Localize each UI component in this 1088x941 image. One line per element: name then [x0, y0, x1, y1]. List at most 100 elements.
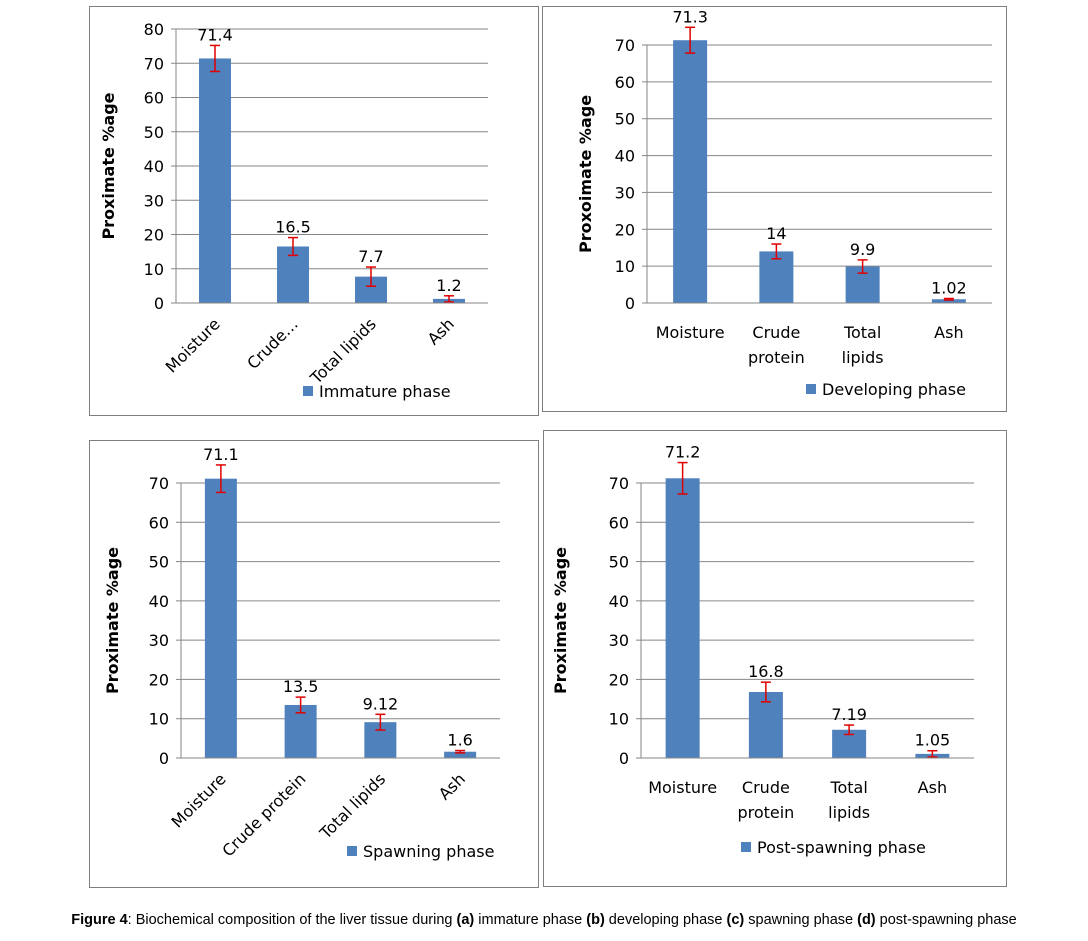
- data-label: 1.05: [915, 731, 951, 750]
- y-tick-label: 40: [609, 592, 629, 611]
- y-tick-label: 0: [159, 749, 169, 768]
- data-label: 71.1: [203, 445, 239, 464]
- legend-swatch: [806, 384, 816, 394]
- y-tick-label: 0: [619, 749, 629, 768]
- y-tick-label: 70: [144, 54, 164, 73]
- y-tick-label: 10: [149, 710, 169, 729]
- y-tick-label: 70: [149, 474, 169, 493]
- chart-svg-a: 0 10 20 30 40 50 60 70 80 Proximate %age 71.4 Moist…: [99, 20, 488, 401]
- caption-label-a: (a): [456, 912, 475, 928]
- category-label: Ash: [918, 778, 947, 797]
- y-tick-label: 20: [149, 670, 169, 689]
- category-label: Moisture: [648, 778, 717, 797]
- bar-1: [665, 478, 700, 758]
- legend-label: Immature phase: [319, 382, 451, 401]
- category-label: Moisture: [168, 769, 230, 831]
- y-tick-label: 50: [144, 123, 164, 142]
- legend-swatch: [347, 846, 357, 856]
- category-label: Total lipids: [306, 314, 380, 388]
- bar-4: [444, 751, 477, 758]
- bar-1: [204, 478, 237, 758]
- data-label: 7.7: [358, 247, 383, 266]
- caption-label-b: (b): [586, 912, 605, 928]
- legend-label: Developing phase: [822, 380, 966, 399]
- y-tick-label: 50: [615, 110, 635, 129]
- data-label: 1.6: [447, 731, 472, 750]
- y-tick-label: 20: [615, 220, 635, 239]
- y-tick-label: 40: [149, 592, 169, 611]
- bar-1: [199, 58, 231, 303]
- y-tick-label: 0: [154, 294, 164, 313]
- legend-swatch: [741, 842, 751, 852]
- category-label: Ash: [435, 769, 469, 803]
- data-label: 71.3: [672, 7, 708, 26]
- caption-figure-label: Figure 4: [71, 912, 128, 928]
- y-axis-label: Proximate %age: [103, 547, 122, 694]
- y-axis-label: Proximate %age: [551, 547, 570, 694]
- data-label: 71.2: [665, 443, 701, 462]
- y-tick-label: 30: [615, 183, 635, 202]
- caption-text-1: : Biochemical composition of the liver t…: [127, 912, 457, 928]
- y-tick-label: 70: [609, 474, 629, 493]
- data-label: 1.02: [931, 279, 967, 298]
- y-tick-label: 70: [615, 36, 635, 55]
- caption-text-3: developing phase: [604, 912, 727, 928]
- legend-label: Post-spawning phase: [757, 838, 926, 857]
- category-label: Ash: [934, 323, 963, 342]
- legend-swatch: [303, 386, 313, 396]
- chart-panel-spawning: 0 10 20 30 40 50 60 70 Proximate %age 71.1 Moistur…: [89, 440, 539, 888]
- caption-text-5: post-spawning phase: [875, 912, 1017, 928]
- y-tick-label: 60: [149, 513, 169, 532]
- data-label: 14: [766, 224, 786, 243]
- y-tick-label: 30: [149, 631, 169, 650]
- caption-label-c: (c): [726, 912, 745, 928]
- category-label: Total lipids: [828, 778, 870, 822]
- category-label: Crude protein: [737, 778, 794, 822]
- category-label: Crude…: [243, 314, 302, 373]
- y-tick-label: 50: [609, 553, 629, 572]
- chart-svg-d: 0 10 20 30 40 50 60 70 Proximate %age 71.2 Moistur…: [551, 443, 974, 857]
- category-label: Ash: [424, 314, 458, 348]
- data-label: 16.5: [275, 218, 311, 237]
- data-label: 9.9: [850, 240, 875, 259]
- chart-panel-post-spawning: 0 10 20 30 40 50 60 70 Proximate %age 71.2 Moistur…: [543, 430, 1007, 887]
- y-tick-label: 10: [609, 710, 629, 729]
- legend-label: Spawning phase: [363, 842, 494, 861]
- caption-label-d: (d): [857, 912, 876, 928]
- chart-panel-immature: 0 10 20 30 40 50 60 70 80 Proximate %age 71.4 Moist…: [89, 6, 539, 416]
- bar-2: [748, 692, 783, 758]
- category-label: Moisture: [656, 323, 725, 342]
- y-tick-label: 50: [149, 553, 169, 572]
- bar-2: [759, 251, 794, 303]
- data-label: 9.12: [363, 694, 399, 713]
- y-tick-label: 40: [144, 157, 164, 176]
- caption-text-4: spawning phase: [744, 912, 858, 928]
- y-tick-label: 10: [615, 257, 635, 276]
- y-tick-label: 60: [609, 513, 629, 532]
- category-label: Crude protein: [748, 323, 805, 367]
- y-tick-label: 20: [144, 226, 164, 245]
- y-tick-label: 60: [615, 73, 635, 92]
- chart-svg-c: 0 10 20 30 40 50 60 70 Proximate %age 71.1 Moistur…: [103, 445, 500, 861]
- y-axis-label: Proxoimate %age: [576, 95, 595, 253]
- category-label: Moisture: [162, 314, 224, 376]
- y-tick-label: 20: [609, 670, 629, 689]
- bar-4: [931, 299, 966, 303]
- bar-1: [673, 40, 708, 304]
- category-label: Total lipids: [315, 769, 389, 843]
- data-label: 71.4: [197, 25, 233, 44]
- y-tick-label: 60: [144, 89, 164, 108]
- data-label: 1.2: [436, 276, 461, 295]
- y-tick-label: 0: [625, 294, 635, 313]
- data-label: 13.5: [283, 677, 319, 696]
- y-tick-label: 40: [615, 147, 635, 166]
- chart-svg-b: 0 10 20 30 40 50 60 70 Proxoimate %age 71.3 Moistu…: [576, 7, 992, 399]
- category-label: Total lipids: [842, 323, 884, 367]
- caption-text-2: immature phase: [474, 912, 587, 928]
- y-tick-label: 30: [144, 191, 164, 210]
- y-tick-label: 10: [144, 260, 164, 279]
- y-axis-label: Proximate %age: [99, 92, 118, 239]
- figure-caption: Figure 4: Biochemical composition of the…: [0, 912, 1088, 928]
- category-label: Crude protein: [218, 769, 309, 860]
- data-label: 16.8: [748, 662, 784, 681]
